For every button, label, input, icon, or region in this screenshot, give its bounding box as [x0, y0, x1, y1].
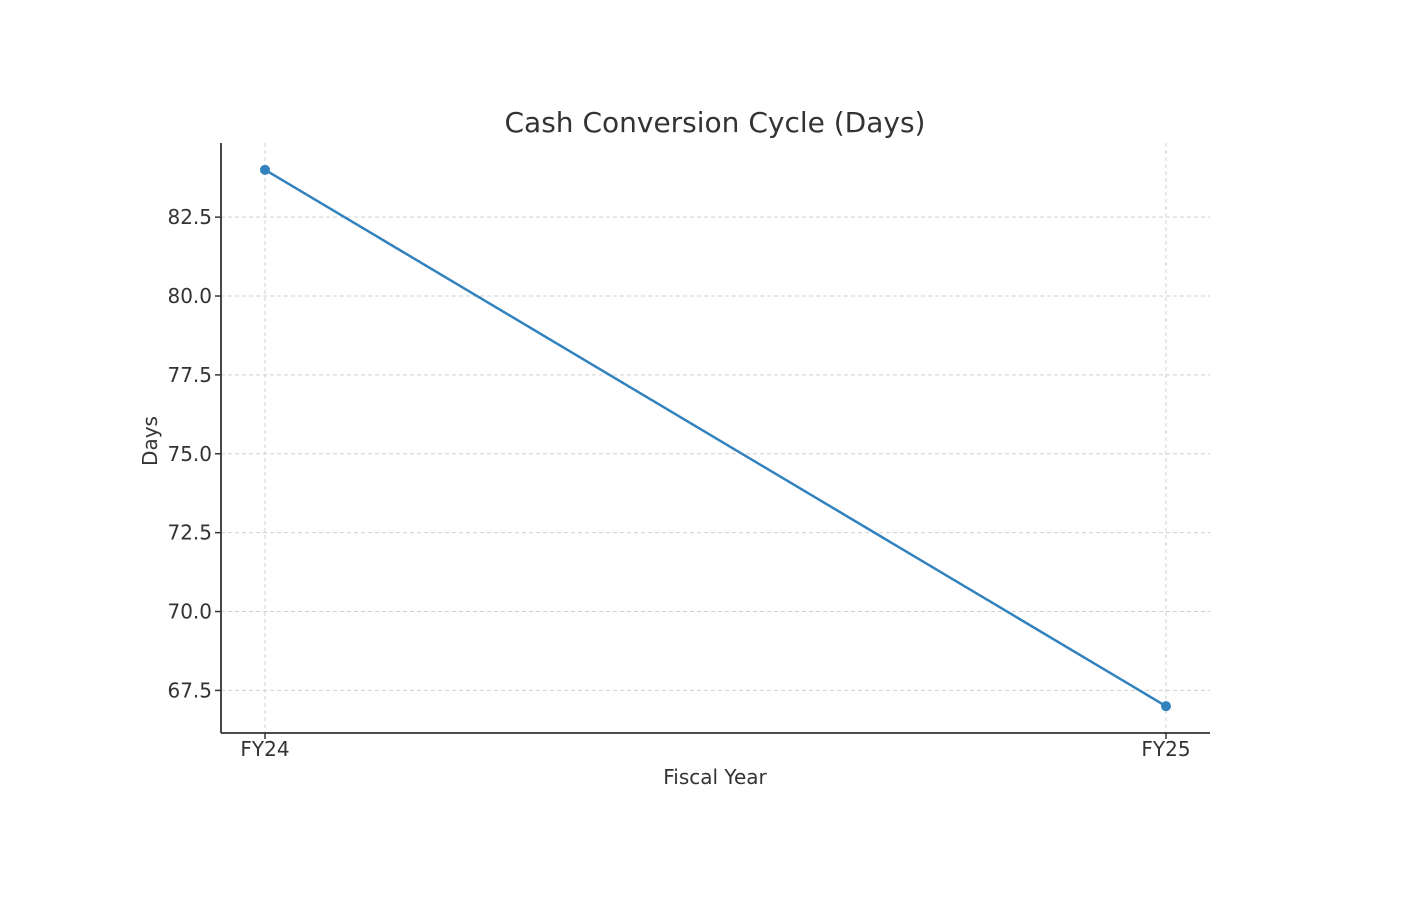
y-axis-label: Days — [138, 416, 162, 466]
y-tick-label: 75.0 — [167, 442, 212, 466]
y-tick-label: 80.0 — [167, 284, 212, 308]
y-tick-label: 72.5 — [167, 521, 212, 545]
y-tick-label: 77.5 — [167, 363, 212, 387]
x-axis-label: Fiscal Year — [663, 765, 767, 789]
grid — [221, 143, 1210, 733]
series-layer — [260, 164, 1171, 712]
chart-title: Cash Conversion Cycle (Days) — [505, 106, 926, 139]
y-tick-label: 67.5 — [167, 678, 212, 702]
x-tick-label: FY24 — [240, 737, 289, 761]
y-tick-label: 82.5 — [167, 205, 212, 229]
axes — [220, 143, 1210, 734]
ticks: 67.5 70.0 72.5 75.0 77.5 80.0 82.5 FY24 FY25 — [167, 205, 1190, 761]
y-tick-label: 70.0 — [167, 600, 212, 624]
data-point — [1161, 701, 1171, 712]
series-line — [264, 168, 1167, 708]
data-point — [260, 164, 270, 175]
x-tick-label: FY25 — [1141, 737, 1190, 761]
